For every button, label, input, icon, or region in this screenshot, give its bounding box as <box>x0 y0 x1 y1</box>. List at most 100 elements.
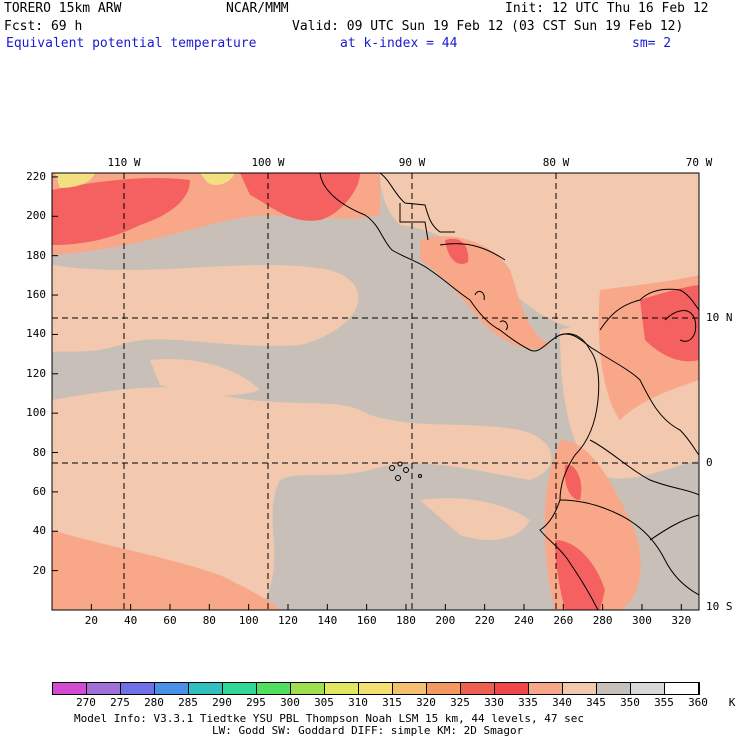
colorbar-swatch <box>597 683 631 694</box>
colorbar-label: 305 <box>314 696 334 709</box>
x-tick-label: 320 <box>671 614 692 627</box>
colorbar-label: 280 <box>144 696 164 709</box>
colorbar-label: 320 <box>416 696 436 709</box>
x-tick-label: 40 <box>124 614 138 627</box>
y-tick-label: 220 <box>26 169 46 183</box>
y-tick-label: 160 <box>26 288 46 302</box>
axis-ticks <box>52 176 682 610</box>
x-tick-label: 220 <box>474 614 495 627</box>
y-tick-label: 200 <box>26 209 46 223</box>
x-tick-label: 280 <box>592 614 613 627</box>
field-band <box>55 173 95 188</box>
longitude-label: 110 W <box>107 156 141 169</box>
x-tick-label: 300 <box>632 614 652 627</box>
org-label: NCAR/MMM <box>226 1 289 16</box>
colorbar-swatch <box>223 683 257 694</box>
colorbar-label: 310 <box>348 696 368 709</box>
latitude-label: 0 <box>706 456 713 469</box>
coastlines <box>319 173 699 610</box>
field-name: Equivalent potential temperature <box>6 36 257 51</box>
field-band <box>240 173 360 221</box>
field-band <box>200 173 235 185</box>
y-tick-label: 100 <box>26 406 46 420</box>
colorbar-swatch <box>631 683 665 694</box>
colorbar-label: 325 <box>450 696 470 709</box>
colorbar-swatch <box>189 683 223 694</box>
plot-frame <box>51 172 700 611</box>
colorbar-label: 300 <box>280 696 300 709</box>
latitude-label: 10 N <box>706 311 733 324</box>
x-tick-label: 100 <box>238 614 259 627</box>
colorbar-label: 350 <box>620 696 640 709</box>
colorbar-swatch <box>53 683 87 694</box>
y-tick-label: 180 <box>26 248 46 262</box>
smoothing-label: sm= 2 <box>632 36 672 51</box>
field-band <box>445 238 469 264</box>
colorbar-label: 330 <box>484 696 504 709</box>
forecast-hour: Fcst: 69 h <box>4 19 83 34</box>
x-tick-label: 180 <box>396 614 416 627</box>
level-label: at k-index = 44 <box>340 36 458 51</box>
x-tick-label: 80 <box>202 614 216 627</box>
field-band <box>52 178 190 245</box>
x-tick-label: 160 <box>356 614 377 627</box>
model-info: Model Info: V3.3.1 Tiedtke YSU PBL Thomp… <box>74 712 584 725</box>
colorbar-label: K <box>728 696 736 709</box>
x-tick-label: 120 <box>278 614 298 627</box>
colorbar-label: 340 <box>552 696 572 709</box>
longitude-label: 90 W <box>398 156 426 169</box>
longitude-label: 100 W <box>251 156 285 169</box>
colorbar-swatch <box>121 683 155 694</box>
colorbar-swatch <box>359 683 393 694</box>
colorbar-swatch <box>87 683 121 694</box>
field-band <box>52 387 552 610</box>
latitude-label: 10 S <box>706 600 733 613</box>
colorbar-label: 315 <box>382 696 402 709</box>
field-band <box>420 498 530 540</box>
field-band <box>52 265 359 352</box>
x-tick-label: 20 <box>84 614 98 627</box>
y-tick-label: 80 <box>32 445 46 459</box>
x-tick-label: 240 <box>514 614 534 627</box>
colorbar-swatch <box>155 683 189 694</box>
colorbar <box>52 682 700 695</box>
colorbar-label: 345 <box>586 696 606 709</box>
colorbar-label: 295 <box>246 696 266 709</box>
field-layer <box>52 173 699 610</box>
colorbar-swatch <box>427 683 461 694</box>
field-band <box>420 236 550 350</box>
colorbar-swatch <box>665 683 699 694</box>
colorbar-swatch <box>529 683 563 694</box>
x-tick-label: 200 <box>435 614 456 627</box>
init-time: Init: 12 UTC Thu 16 Feb 12 <box>505 1 709 16</box>
colorbar-swatch <box>461 683 495 694</box>
colorbar-label: 355 <box>654 696 674 709</box>
x-tick-label: 60 <box>163 614 177 627</box>
colorbar-label: 275 <box>110 696 130 709</box>
colorbar-swatch <box>325 683 359 694</box>
y-tick-label: 40 <box>32 524 46 538</box>
colorbar-label: 335 <box>518 696 538 709</box>
y-tick-label: 60 <box>32 484 46 498</box>
field-band <box>640 285 699 362</box>
valid-time: Valid: 09 UTC Sun 19 Feb 12 (03 CST Sun … <box>292 19 684 34</box>
field-band <box>150 359 260 396</box>
colorbar-label: 285 <box>178 696 198 709</box>
colorbar-swatch <box>393 683 427 694</box>
y-tick-label: 20 <box>32 563 46 577</box>
longitude-label: 80 W <box>542 156 570 169</box>
colorbar-swatch <box>495 683 529 694</box>
colorbar-swatch <box>563 683 597 694</box>
model-physics: LW: Godd SW: Goddard DIFF: simple KM: 2D… <box>212 724 524 737</box>
colorbar-swatch <box>291 683 325 694</box>
colorbar-label: 270 <box>76 696 96 709</box>
x-tick-label: 140 <box>317 614 338 627</box>
y-tick-label: 140 <box>26 327 46 341</box>
colorbar-label: 360 <box>688 696 708 709</box>
field-band <box>564 464 582 500</box>
y-tick-label: 120 <box>26 366 46 380</box>
field-band <box>52 530 280 610</box>
longitude-label: 70 W <box>685 156 713 169</box>
colorbar-label: 290 <box>212 696 232 709</box>
